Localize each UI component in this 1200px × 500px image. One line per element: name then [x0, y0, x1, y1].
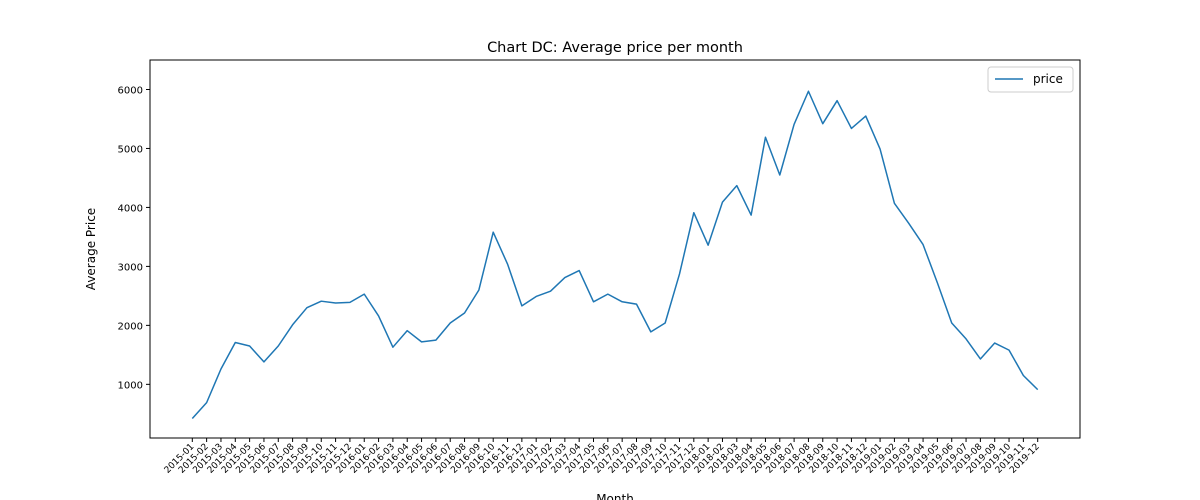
- y-axis-label: Average Price: [84, 208, 98, 290]
- y-tick-label: 6000: [118, 85, 143, 96]
- series-line-price: [191, 90, 1039, 420]
- y-tick-label: 4000: [118, 203, 143, 214]
- x-axis-label: Month: [596, 492, 634, 500]
- chart-title: Chart DC: Average price per month: [487, 40, 743, 56]
- plot-area-frame: [149, 59, 1081, 439]
- legend: price: [987, 66, 1074, 93]
- y-tick-label: 5000: [118, 144, 143, 155]
- legend-label: price: [1033, 72, 1063, 86]
- y-tick-label: 2000: [118, 321, 143, 332]
- legend-box: [987, 66, 1074, 93]
- x-axis: 2015-012015-022015-032015-042015-052015-…: [163, 438, 1042, 476]
- y-tick-label: 3000: [118, 262, 143, 273]
- y-tick-label: 1000: [118, 380, 143, 391]
- series-group: [191, 90, 1039, 420]
- y-axis: 1000 2000 3000 4000 5000 6000: [118, 85, 150, 391]
